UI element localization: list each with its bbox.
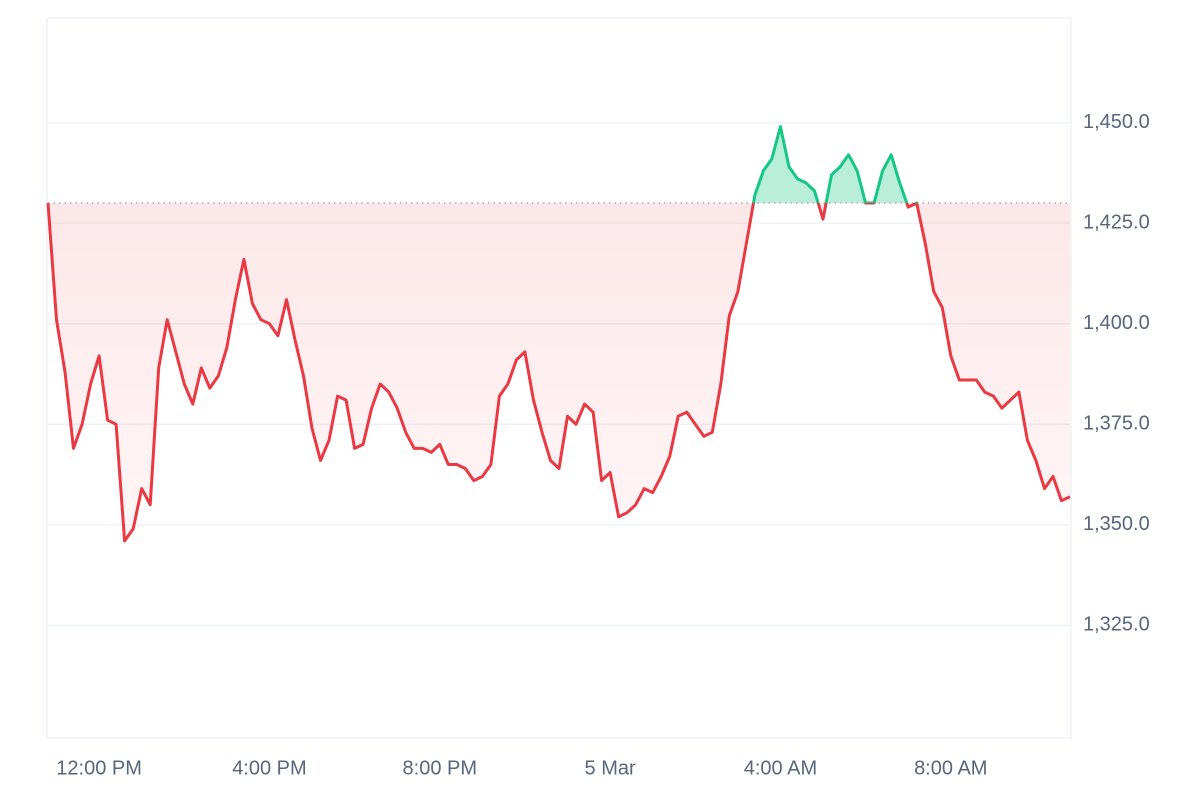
x-tick-label: 12:00 PM xyxy=(56,757,142,779)
y-tick-label: 1,325.0 xyxy=(1083,614,1150,636)
price-line xyxy=(46,125,1071,543)
y-tick-label: 1,375.0 xyxy=(1083,413,1150,435)
x-tick-label: 8:00 PM xyxy=(403,757,477,779)
plot-frame xyxy=(46,17,1072,739)
y-tick-label: 1,450.0 xyxy=(1083,111,1150,133)
y-tick-label: 1,425.0 xyxy=(1083,211,1150,233)
y-tick-label: 1,350.0 xyxy=(1083,513,1150,535)
x-tick-label: 4:00 AM xyxy=(744,757,817,779)
price-area xyxy=(48,126,1070,541)
y-tick-label: 1,400.0 xyxy=(1083,312,1150,334)
x-tick-label: 5 Mar xyxy=(585,757,636,779)
x-tick-label: 8:00 AM xyxy=(914,757,987,779)
x-tick-label: 4:00 PM xyxy=(232,757,306,779)
